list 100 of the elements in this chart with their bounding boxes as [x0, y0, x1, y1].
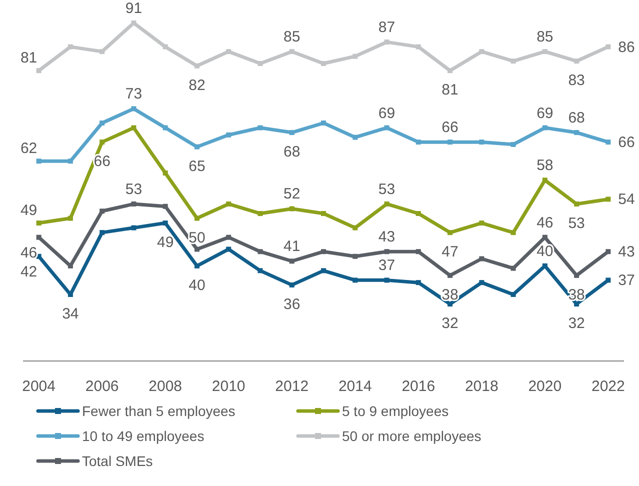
x-tick-label: 2014	[338, 378, 372, 395]
data-label: 66	[442, 119, 458, 136]
point	[574, 272, 580, 278]
point	[289, 130, 294, 136]
point	[352, 54, 358, 59]
point	[510, 292, 516, 297]
point	[352, 254, 358, 259]
point	[289, 206, 294, 212]
data-label: 38	[442, 286, 458, 304]
point	[68, 44, 73, 50]
point	[100, 230, 105, 236]
x-tick-label: 2018	[464, 378, 498, 395]
legend-label: Fewer than 5 employees	[82, 403, 236, 419]
point	[510, 230, 516, 236]
data-label: 42	[20, 263, 38, 280]
point	[36, 158, 42, 164]
data-label: 81	[442, 82, 458, 99]
point	[321, 211, 326, 216]
point	[100, 49, 105, 54]
data-label: 86	[618, 38, 635, 56]
point	[226, 234, 232, 240]
legend-label: Total SMEs	[82, 453, 153, 469]
point	[321, 249, 326, 254]
data-label: 32	[568, 315, 585, 332]
point	[416, 211, 421, 216]
point	[574, 130, 580, 136]
x-tick-label: 2012	[275, 378, 309, 395]
data-label: 53	[568, 214, 585, 232]
point	[479, 49, 484, 54]
data-label: 43	[378, 228, 396, 246]
point	[606, 140, 611, 145]
point	[321, 120, 326, 126]
point	[258, 125, 263, 130]
point	[131, 125, 136, 130]
point	[542, 125, 548, 130]
point	[542, 178, 548, 183]
data-label: 87	[378, 19, 396, 36]
x-tick-label: 2004	[22, 378, 56, 395]
point	[162, 170, 168, 176]
point	[384, 40, 390, 45]
data-label: 54	[618, 191, 635, 208]
data-label: 49	[20, 202, 38, 220]
point	[384, 249, 390, 254]
data-label: 49	[157, 234, 174, 252]
x-tick-label: 2016	[402, 378, 436, 395]
point	[289, 49, 294, 54]
x-tick-label: 2022	[591, 378, 625, 395]
data-label: 66	[94, 153, 110, 170]
point	[162, 204, 168, 209]
data-label: 37	[378, 257, 396, 274]
point	[36, 220, 42, 226]
data-label: 69	[536, 104, 554, 122]
point	[68, 216, 73, 221]
data-label: 68	[284, 144, 300, 161]
point	[289, 282, 294, 288]
data-label: 81	[20, 50, 38, 67]
point	[162, 220, 168, 226]
point	[226, 246, 232, 252]
data-label: 40	[188, 276, 206, 294]
data-label: 91	[125, 0, 142, 17]
point	[226, 132, 232, 138]
data-label: 73	[125, 86, 142, 103]
data-label: 46	[20, 244, 38, 262]
data-label: 47	[442, 244, 458, 261]
x-tick-label: 2010	[212, 378, 246, 395]
point	[448, 272, 453, 278]
point	[68, 158, 73, 164]
data-label: 36	[284, 296, 300, 313]
point	[36, 68, 42, 74]
point	[416, 249, 421, 254]
data-label: 53	[378, 180, 396, 198]
point	[352, 225, 358, 230]
point	[162, 44, 168, 50]
data-label: 52	[284, 186, 300, 203]
data-label: 37	[618, 272, 635, 290]
point	[162, 125, 168, 130]
point	[448, 302, 453, 306]
point	[258, 211, 263, 216]
legend-label: 50 or more employees	[342, 428, 482, 444]
data-label: 40	[536, 242, 554, 260]
point	[448, 230, 453, 236]
point	[448, 68, 453, 74]
point	[131, 20, 136, 26]
point	[416, 140, 421, 145]
legend-label: 5 to 9 employees	[342, 403, 449, 419]
data-label: 85	[284, 28, 300, 46]
point	[510, 58, 516, 64]
point	[606, 249, 611, 254]
point	[606, 278, 611, 283]
data-label: 43	[618, 244, 635, 261]
point	[606, 196, 611, 202]
point	[542, 49, 548, 54]
point	[131, 225, 136, 230]
point	[321, 60, 326, 66]
point	[352, 134, 358, 140]
point	[574, 58, 580, 64]
point	[258, 60, 263, 66]
point	[194, 63, 200, 68]
point	[416, 280, 421, 286]
point	[479, 280, 484, 286]
